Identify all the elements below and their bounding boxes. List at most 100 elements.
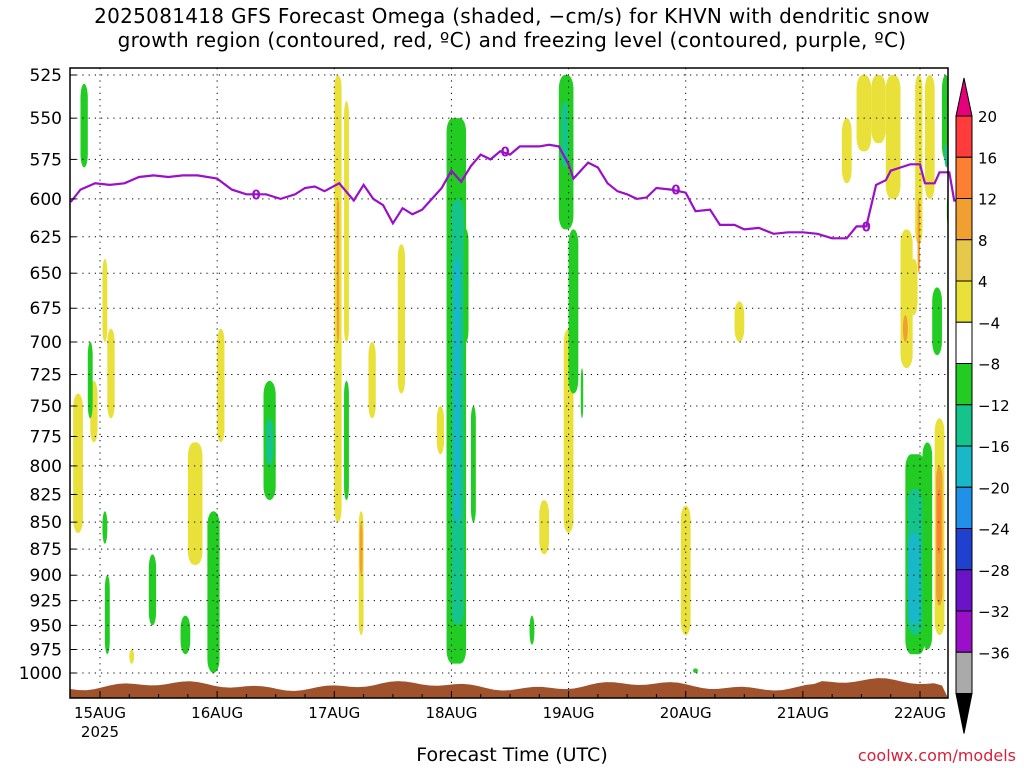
omega-cell xyxy=(871,75,886,144)
omega-cell xyxy=(180,615,191,655)
omega-cell xyxy=(580,368,584,419)
omega-cell xyxy=(941,75,948,160)
x-tick-label: 19AUG xyxy=(543,704,595,722)
x-tick-sublabel: 2025 xyxy=(81,723,119,741)
omega-cell xyxy=(734,301,745,342)
y-tick-label: 900 xyxy=(30,566,62,586)
y-tick-label: 950 xyxy=(30,616,62,636)
colorbar: 20 16 12 8 4 −4 −8 −12 −16 −20 −24 −28 −32 −36 xyxy=(955,77,1010,734)
colorbar-label: 20 xyxy=(978,108,997,126)
omega-cell xyxy=(915,75,923,245)
y-tick-label: 825 xyxy=(30,485,62,505)
colorbar-segment xyxy=(955,528,973,571)
omega-cell xyxy=(368,341,376,419)
x-tick-label: 17AUG xyxy=(308,704,360,722)
colorbar-segment xyxy=(955,363,973,406)
colorbar-segment xyxy=(955,486,973,529)
y-tick-label: 650 xyxy=(30,264,62,284)
chart-title: 2025081418 GFS Forecast Omega (shaded, −… xyxy=(0,4,1024,52)
colorbar-segment xyxy=(955,610,973,653)
freezing-level-label: 0 xyxy=(862,220,871,235)
x-tick-label: 21AUG xyxy=(777,704,829,722)
omega-cell xyxy=(453,258,461,523)
colorbar-label: −4 xyxy=(978,314,1000,332)
x-tick-label: 22AUG xyxy=(894,704,946,722)
omega-cell xyxy=(932,287,942,356)
omega-cell xyxy=(148,554,157,626)
y-tick-label: 600 xyxy=(30,190,62,210)
credit-link[interactable]: coolwx.com/models xyxy=(857,746,1016,765)
y-tick-label: 550 xyxy=(30,109,62,129)
omega-cell xyxy=(944,143,948,168)
plot-area xyxy=(70,68,948,698)
omega-cell xyxy=(436,406,445,455)
omega-cell xyxy=(910,258,918,316)
colorbar-label: −32 xyxy=(978,603,1010,621)
omega-cell xyxy=(102,258,108,342)
x-tick-label: 16AUG xyxy=(191,704,243,722)
surface-terrain xyxy=(70,678,948,698)
omega-cell xyxy=(470,406,476,523)
omega-cell xyxy=(937,488,941,555)
y-tick-label: 875 xyxy=(30,540,62,560)
colorbar-segment xyxy=(955,321,973,364)
y-tick-label: 775 xyxy=(30,427,62,447)
omega-cell xyxy=(187,442,203,565)
omega-cell xyxy=(856,75,872,152)
title-line-2: growth region (contoured, red, ºC) and f… xyxy=(117,28,907,52)
freezing-level-label: 0 xyxy=(671,184,680,199)
omega-cell xyxy=(73,393,83,534)
freezing-level-labels: 0 0 0 0 xyxy=(252,145,871,235)
omega-cell xyxy=(841,118,852,184)
omega-cell xyxy=(463,229,469,342)
omega-cell xyxy=(693,668,698,673)
omega-cell xyxy=(397,244,406,394)
colorbar-label: 8 xyxy=(978,232,988,250)
colorbar-segment xyxy=(955,404,973,447)
colorbar-label: −36 xyxy=(978,644,1010,662)
omega-cell xyxy=(265,418,274,466)
y-tick-label: 750 xyxy=(30,397,62,417)
y-tick-label: 1000 xyxy=(19,664,62,684)
colorbar-segment xyxy=(955,445,973,488)
colorbar-segment xyxy=(955,115,973,158)
colorbar-segment xyxy=(955,280,973,323)
colorbar-label: 12 xyxy=(978,191,997,209)
colorbar-segment xyxy=(955,569,973,612)
omega-cell xyxy=(104,575,110,655)
colorbar-label: −20 xyxy=(978,479,1010,497)
y-tick-label: 625 xyxy=(30,228,62,248)
colorbar-label: 16 xyxy=(978,149,997,167)
colorbar-segment xyxy=(955,239,973,282)
x-tick-label: 15AUG xyxy=(74,704,126,722)
colorbar-segment xyxy=(955,198,973,241)
omega-cell xyxy=(344,101,349,342)
colorbar-segment xyxy=(955,77,973,117)
grid-lines xyxy=(70,68,948,698)
omega-cell xyxy=(359,522,363,576)
omega-cell xyxy=(568,229,579,394)
omega-cell xyxy=(917,198,920,274)
colorbar-segment xyxy=(955,156,973,199)
omega-cell xyxy=(907,533,920,626)
y-tick-label: 975 xyxy=(30,641,62,661)
colorbar-label: 4 xyxy=(978,273,988,291)
omega-cell xyxy=(102,511,108,544)
omega-cell xyxy=(922,442,933,650)
colorbar-segment xyxy=(955,651,973,694)
omega-cell xyxy=(539,500,550,555)
omega-cell xyxy=(107,328,115,419)
title-line-1: 2025081418 GFS Forecast Omega (shaded, −… xyxy=(94,4,930,28)
omega-cell xyxy=(207,511,220,673)
x-axis-label: Forecast Time (UTC) xyxy=(416,744,608,766)
y-tick-label: 700 xyxy=(30,333,62,353)
freezing-level-label: 0 xyxy=(252,188,261,203)
omega-cell xyxy=(336,198,340,342)
freezing-level-line xyxy=(69,143,964,240)
omega-cell xyxy=(80,83,88,168)
omega-shading xyxy=(73,75,948,673)
colorbar-label: −28 xyxy=(978,562,1010,580)
colorbar-label: −12 xyxy=(978,397,1010,415)
omega-cell xyxy=(217,328,225,443)
colorbar-label: −8 xyxy=(978,356,1000,374)
